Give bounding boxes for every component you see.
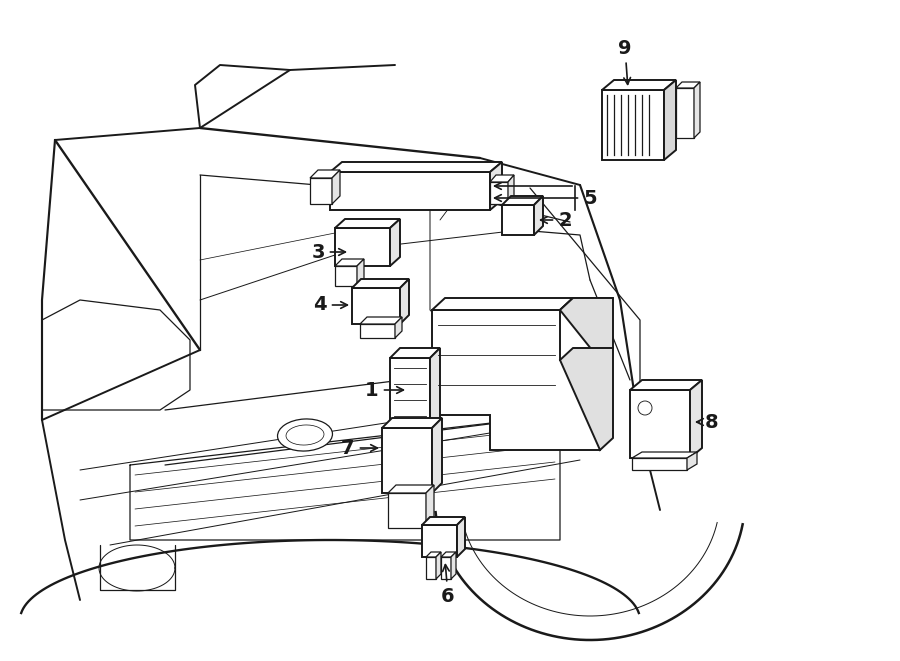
Polygon shape — [457, 517, 465, 557]
Polygon shape — [390, 348, 440, 358]
Polygon shape — [534, 196, 543, 235]
Polygon shape — [451, 552, 456, 579]
Polygon shape — [694, 82, 700, 138]
Text: 7: 7 — [341, 438, 377, 457]
Polygon shape — [330, 162, 502, 172]
Text: 3: 3 — [311, 243, 346, 262]
Polygon shape — [432, 418, 442, 493]
Text: 8: 8 — [697, 412, 719, 432]
Polygon shape — [602, 80, 676, 90]
Polygon shape — [630, 380, 702, 390]
Bar — [335, 266, 357, 286]
Polygon shape — [426, 485, 434, 528]
Bar — [422, 525, 457, 557]
Polygon shape — [632, 452, 697, 458]
Text: 6: 6 — [441, 564, 454, 605]
Polygon shape — [400, 279, 409, 324]
Bar — [382, 428, 432, 493]
Polygon shape — [687, 452, 697, 470]
Polygon shape — [690, 380, 702, 458]
Bar — [390, 358, 430, 436]
Bar — [632, 458, 687, 470]
Polygon shape — [352, 279, 409, 288]
Polygon shape — [382, 418, 442, 428]
Polygon shape — [360, 317, 402, 324]
Polygon shape — [502, 196, 543, 205]
Bar — [602, 90, 664, 160]
Text: 2: 2 — [541, 210, 572, 229]
Text: 5: 5 — [495, 188, 597, 208]
Bar — [352, 288, 400, 324]
Polygon shape — [490, 162, 502, 210]
Polygon shape — [422, 517, 465, 525]
Bar — [426, 557, 436, 579]
Bar — [490, 182, 508, 204]
Polygon shape — [441, 552, 456, 557]
Text: 4: 4 — [313, 295, 347, 315]
Bar — [630, 390, 690, 458]
Polygon shape — [395, 317, 402, 338]
Polygon shape — [332, 170, 340, 204]
Polygon shape — [432, 298, 573, 310]
Bar — [676, 88, 694, 138]
Polygon shape — [430, 348, 440, 436]
Ellipse shape — [286, 425, 324, 445]
Polygon shape — [390, 219, 400, 266]
Polygon shape — [560, 298, 613, 360]
Bar — [335, 228, 390, 266]
Polygon shape — [560, 298, 613, 310]
Bar — [360, 324, 395, 338]
Bar — [502, 205, 534, 235]
Text: 1: 1 — [365, 381, 403, 399]
Ellipse shape — [277, 419, 332, 451]
Polygon shape — [335, 259, 364, 266]
Text: 9: 9 — [618, 38, 632, 85]
Bar — [388, 493, 426, 528]
Polygon shape — [490, 175, 514, 182]
Polygon shape — [426, 552, 441, 557]
Bar — [310, 178, 332, 204]
Polygon shape — [436, 552, 441, 579]
Polygon shape — [310, 170, 340, 178]
Polygon shape — [560, 348, 613, 450]
Polygon shape — [676, 82, 700, 88]
Bar — [441, 557, 451, 579]
Polygon shape — [664, 80, 676, 160]
Polygon shape — [432, 310, 600, 450]
Polygon shape — [508, 175, 514, 204]
Polygon shape — [335, 219, 400, 228]
Bar — [330, 172, 490, 210]
Polygon shape — [388, 485, 434, 493]
Polygon shape — [357, 259, 364, 286]
